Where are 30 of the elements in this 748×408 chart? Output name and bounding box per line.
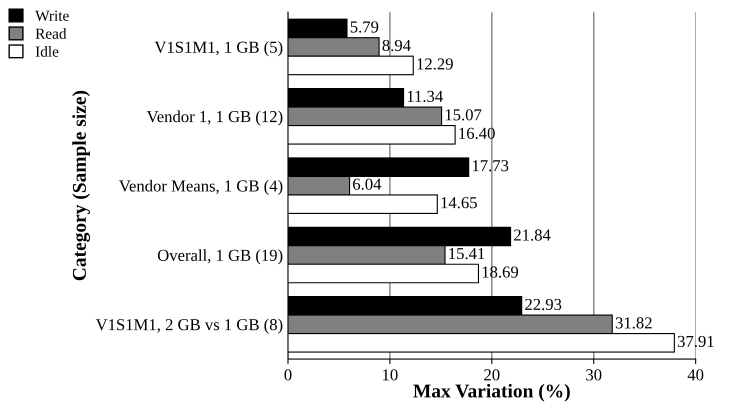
text: 37.91 — [678, 336, 714, 348]
text: 12.29 — [417, 58, 453, 70]
text: 11.34 — [408, 90, 443, 102]
text: 14.65 — [442, 197, 477, 208]
x-tick-label: 40 — [688, 369, 704, 380]
x-tick-label: 20 — [484, 369, 500, 380]
text: 15.41 — [449, 248, 484, 260]
x-axis-title: Max Variation (%) — [413, 384, 570, 402]
text: 16.40 — [459, 128, 495, 140]
text: 5.79 — [350, 21, 378, 33]
y-tick-label: Overall, 1 GB (19) — [158, 249, 282, 264]
text: 31.82 — [616, 317, 652, 329]
x-tick-label: 30 — [586, 369, 602, 380]
legend-label: Write — [35, 10, 69, 22]
text: 8.94 — [382, 40, 411, 52]
text: 15.07 — [446, 109, 482, 121]
text: 17.73 — [472, 160, 508, 172]
legend-label: Idle — [36, 46, 58, 57]
y-axis-title: Category (Sample size) — [72, 90, 90, 280]
text: 21.84 — [514, 229, 551, 241]
y-tick-label: Vendor 1, 1 GB (12) — [146, 110, 282, 126]
y-tick-label: V1S1M1, 2 GB vs 1 GB (8) — [96, 318, 282, 334]
text: 22.93 — [525, 298, 562, 310]
legend-label: Read — [36, 28, 66, 39]
text: 18.69 — [482, 266, 518, 278]
x-tick-label: 0 — [284, 369, 292, 380]
y-tick-label: V1S1M1, 1 GB (5) — [154, 41, 282, 56]
x-tick-label: 10 — [383, 369, 398, 380]
y-tick-label: Vendor Means, 1 GB (4) — [118, 180, 282, 195]
text: 6.04 — [353, 178, 382, 190]
